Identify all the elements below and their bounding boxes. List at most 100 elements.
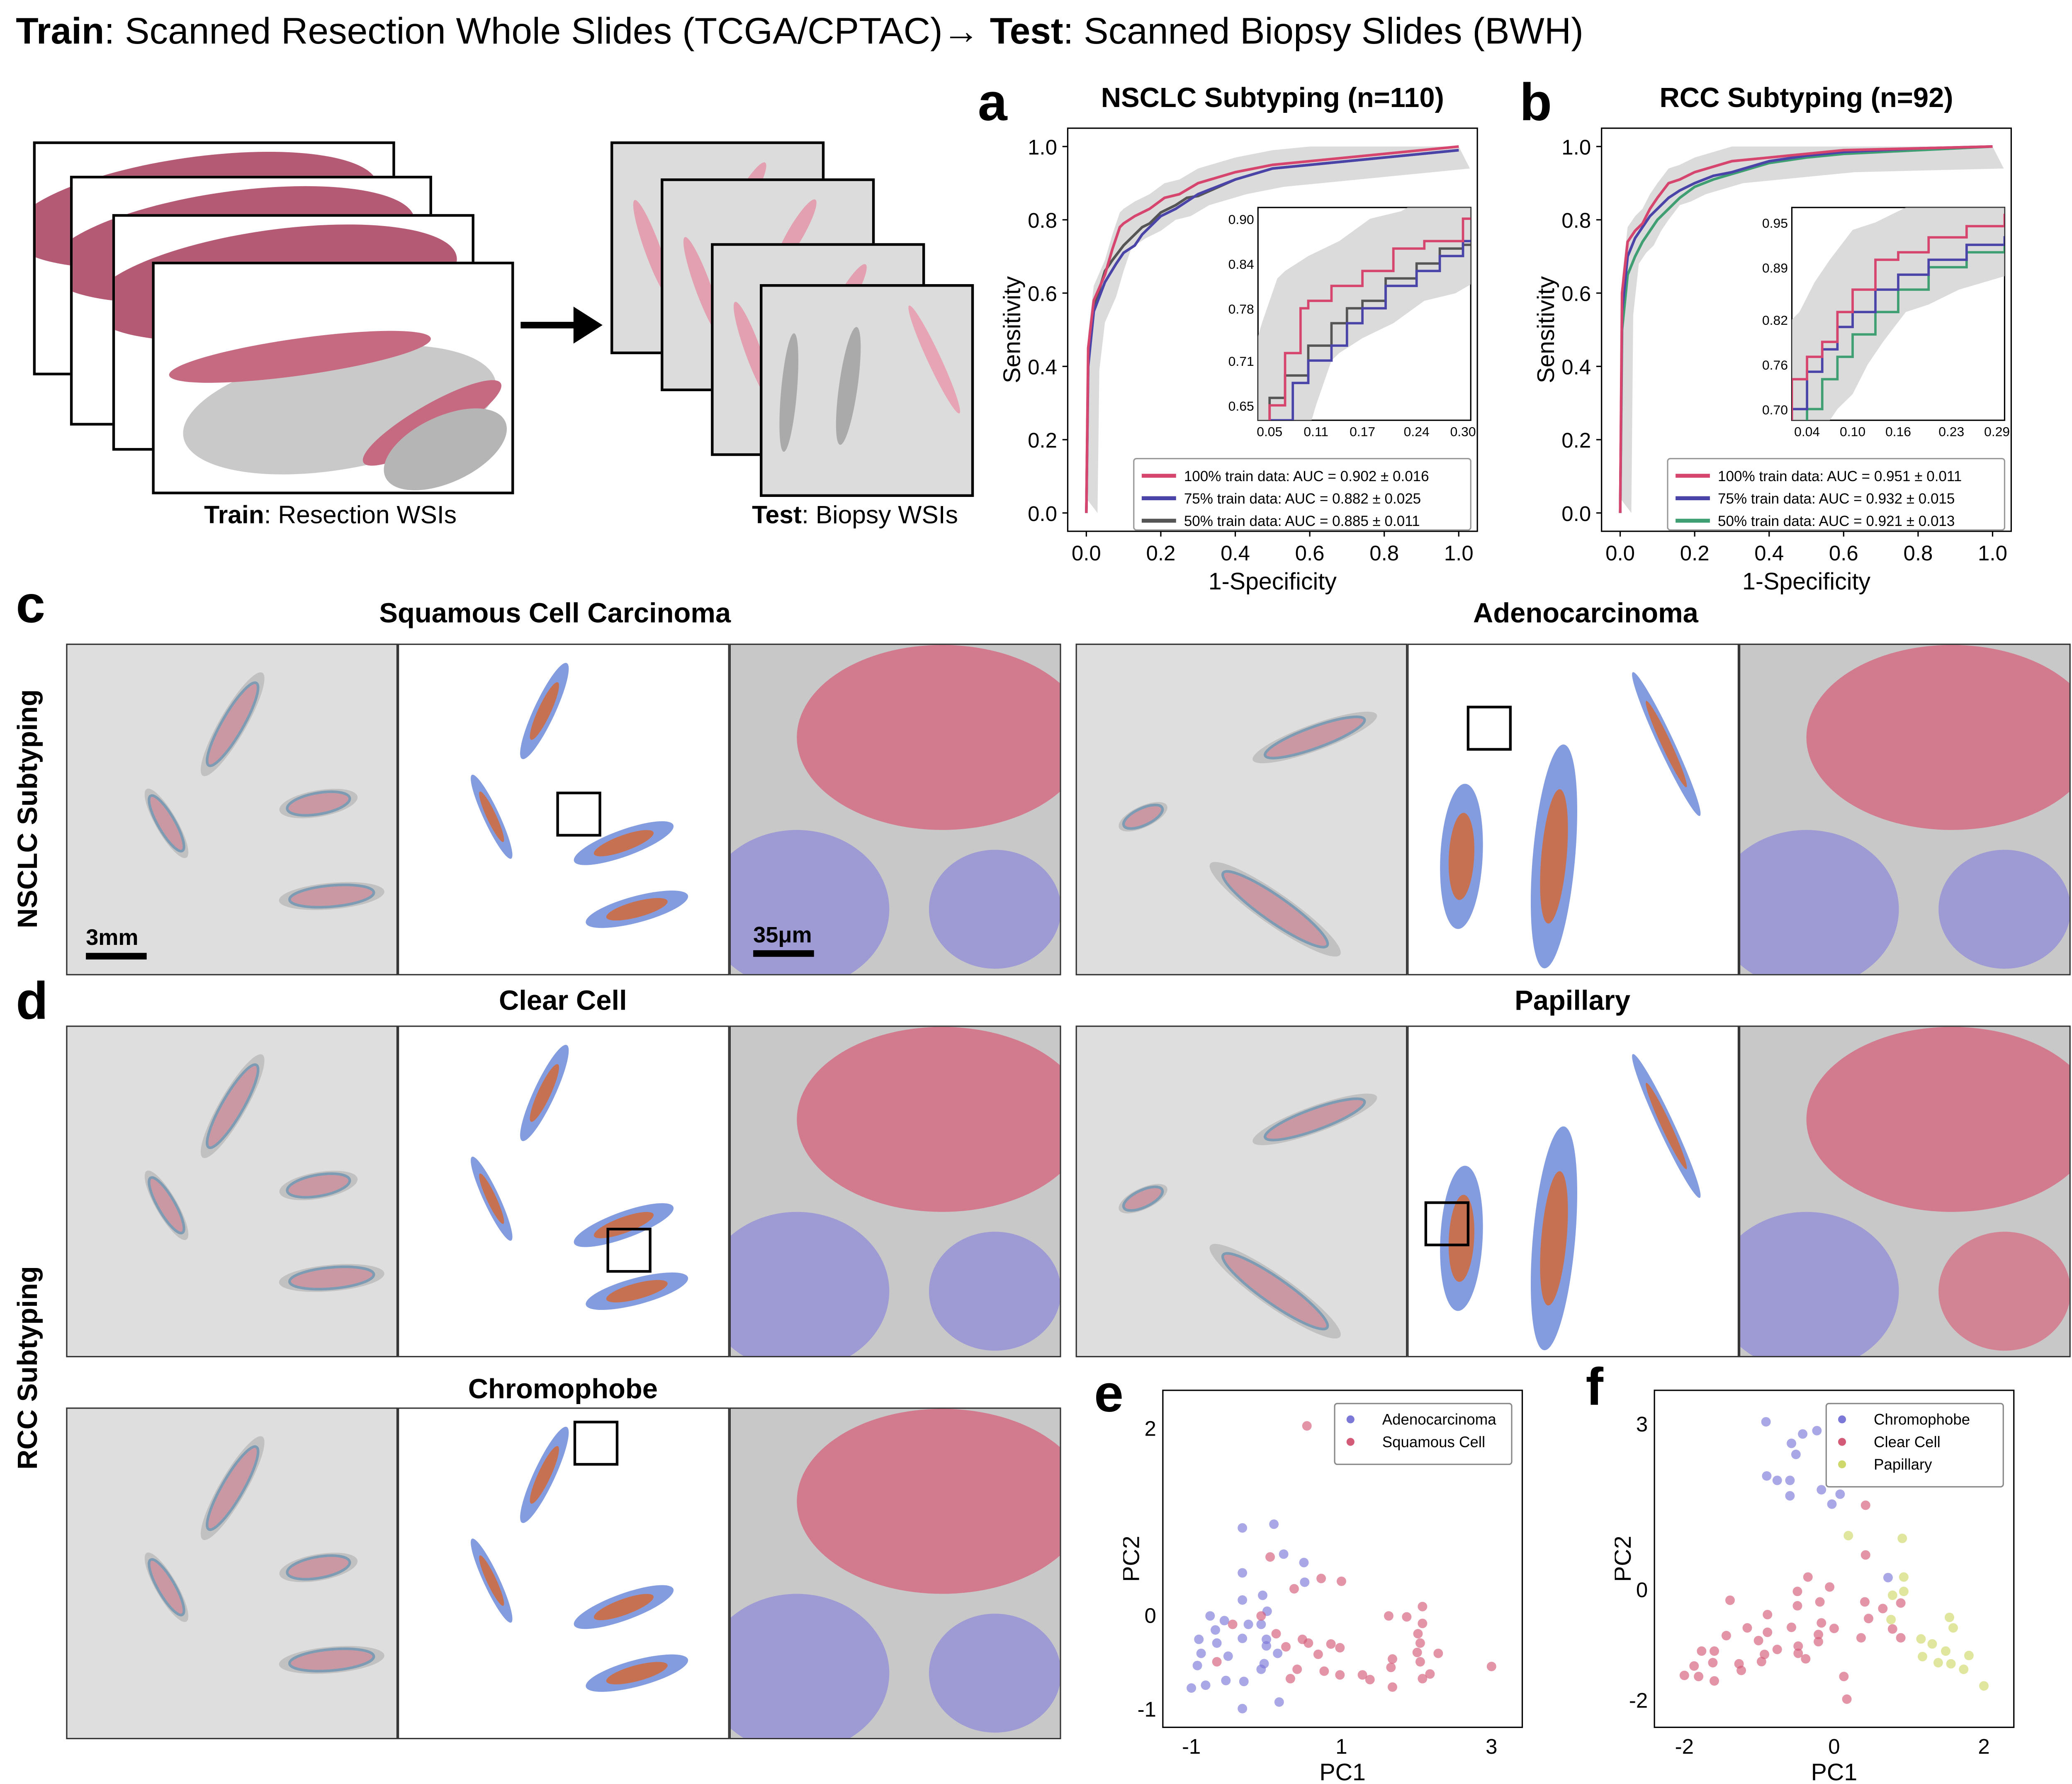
- x-tick-label: 0.8: [1903, 541, 1933, 565]
- scatter-point: [1402, 1612, 1412, 1622]
- scatter-point: [1785, 1475, 1795, 1485]
- high-attention-region: [1646, 1083, 1687, 1169]
- scatter-point: [1948, 1623, 1958, 1633]
- scatter-point: [1418, 1601, 1428, 1611]
- x-axis-label: PC1: [1319, 1759, 1366, 1782]
- tumor-contour: [148, 1176, 185, 1235]
- tissue-fragment: [1252, 1093, 1377, 1145]
- scatter-point: [1708, 1658, 1718, 1667]
- y-tick-label: -1: [1138, 1697, 1156, 1721]
- resection-slide: [152, 261, 514, 494]
- inset-plot: 0.05 0.11 0.17 0.24 0.30 0.65 0.71 0.78 0.84 0.90: [1228, 207, 1476, 439]
- tissue-fragment: [144, 1552, 189, 1622]
- scatter-point: [1388, 1654, 1397, 1664]
- legend-box: [1334, 1403, 1513, 1465]
- attention-heatmap-tile: [398, 1407, 730, 1740]
- legend-entry: 50% train data: AUC = 0.885 ± 0.011: [1184, 513, 1420, 529]
- x-tick-label: 0.6: [1829, 541, 1858, 565]
- biopsy-slide-tile: [1075, 1025, 1408, 1358]
- scatter-point: [1238, 1633, 1248, 1643]
- zoomed-heatmap-tile: [729, 643, 1061, 976]
- region: [929, 849, 1060, 969]
- scatter-point: [1721, 1631, 1731, 1640]
- scatter-point: [1313, 1649, 1323, 1659]
- scatter-point: [1238, 1568, 1248, 1578]
- scatter-point: [1839, 1672, 1849, 1682]
- zoom-region-box: [606, 1227, 652, 1273]
- inset-curves: [1258, 207, 1471, 421]
- confidence-band: [1620, 146, 2004, 513]
- scatter-point: [1265, 1552, 1275, 1562]
- tissue-fragment: [279, 1171, 358, 1200]
- x-tick-label: 0.0: [1072, 541, 1101, 565]
- high-attention-region: [606, 1662, 668, 1684]
- scatter-point: [1679, 1670, 1689, 1680]
- normal-region: [1740, 1212, 1899, 1356]
- scatter-point: [1336, 1576, 1346, 1586]
- scatter-point: [1842, 1694, 1852, 1704]
- scatter-point: [1760, 1650, 1770, 1660]
- x-tick-label: -1: [1182, 1735, 1201, 1758]
- normal-region: [1740, 830, 1899, 974]
- scatter-point: [1801, 1654, 1811, 1664]
- scatter-point: [1238, 1595, 1248, 1605]
- y-tick-label: 0.2: [1028, 428, 1057, 452]
- scatter-point: [1365, 1674, 1375, 1684]
- legend-entry: Adenocarcinoma: [1382, 1411, 1496, 1428]
- scatter-point: [1299, 1558, 1309, 1567]
- tumor-contour: [206, 1445, 260, 1531]
- scatter-point: [1415, 1638, 1425, 1648]
- zoom-region-box: [1424, 1201, 1470, 1246]
- high-attention-region: [479, 791, 504, 842]
- biopsy-slide-tile: [66, 643, 398, 976]
- x-tick-label: 2: [1978, 1735, 1989, 1758]
- y-tick-label: 1.0: [1561, 135, 1591, 159]
- scatter-point: [1274, 1697, 1284, 1707]
- y-tick-label: -2: [1629, 1689, 1648, 1712]
- inset-x-tick-label: 0.24: [1404, 424, 1430, 439]
- scale-bar-3mm: 3mm: [86, 925, 147, 960]
- scatter-point: [1205, 1611, 1215, 1621]
- scatter-point: [1856, 1633, 1866, 1643]
- y-tick-label: 0.8: [1561, 209, 1591, 232]
- inset-x-tick-label: 0.17: [1350, 424, 1375, 439]
- inset-y-tick-label: 0.76: [1762, 358, 1788, 372]
- tumor-region: [797, 1027, 1060, 1212]
- scatter-point: [1386, 1662, 1396, 1672]
- inset-plot: 0.04 0.10 0.16 0.23 0.29 0.70 0.76 0.82 0.89 0.95: [1762, 207, 2010, 439]
- legend: 100% train data: AUC = 0.902 ± 0.016 75% …: [1133, 458, 1471, 531]
- scatter-point: [1897, 1533, 1907, 1543]
- inset-curve: [1268, 217, 1471, 421]
- legend-marker: [1838, 1415, 1846, 1424]
- legend-box: [1825, 1403, 2004, 1488]
- scatter-point: [1694, 1672, 1704, 1682]
- scatter-point: [1772, 1645, 1782, 1655]
- legend-marker: [1838, 1438, 1846, 1446]
- inset-y-tick-label: 0.82: [1762, 313, 1788, 328]
- tissue-fragment: [200, 1054, 265, 1159]
- tumor-contour: [288, 883, 375, 909]
- zoomed-heatmap-tile: [729, 1407, 1061, 1740]
- scatter-point: [1736, 1665, 1746, 1675]
- scatter-point: [1239, 1677, 1249, 1687]
- roc-curve: [1085, 148, 1459, 513]
- scatter-point: [1886, 1615, 1896, 1625]
- scatter-point: [1262, 1641, 1272, 1651]
- roc-curve: [1619, 145, 1993, 513]
- pca-scatter-nsclc: -1 1 3 -1 0 2 PC1 PC2 Adenocarcinoma Squamous Cel…: [1123, 1390, 1523, 1782]
- y-axis-label: Sensitivity: [999, 276, 1026, 383]
- region: [1938, 849, 2070, 969]
- tissue-fragment: [144, 1171, 189, 1240]
- tumor-region: [1806, 1027, 2070, 1212]
- scatter-point: [1256, 1619, 1266, 1629]
- normal-region: [730, 830, 890, 974]
- scatter-point: [1791, 1449, 1801, 1459]
- high-attention-region: [606, 898, 668, 921]
- zoom-region-box: [573, 1421, 619, 1466]
- legend: 100% train data: AUC = 0.951 ± 0.011 75% …: [1667, 458, 2006, 531]
- tissue-region: [384, 408, 507, 491]
- zoom-region-box: [1466, 706, 1512, 751]
- x-axis-label: PC1: [1811, 1759, 1858, 1782]
- roc-chart-rcc: RCC Subtyping (n=92) 0.0 0.2 0.4 0.6 0.8 1.0 0.…: [1533, 82, 2012, 595]
- tissue-fragment: [279, 1646, 384, 1674]
